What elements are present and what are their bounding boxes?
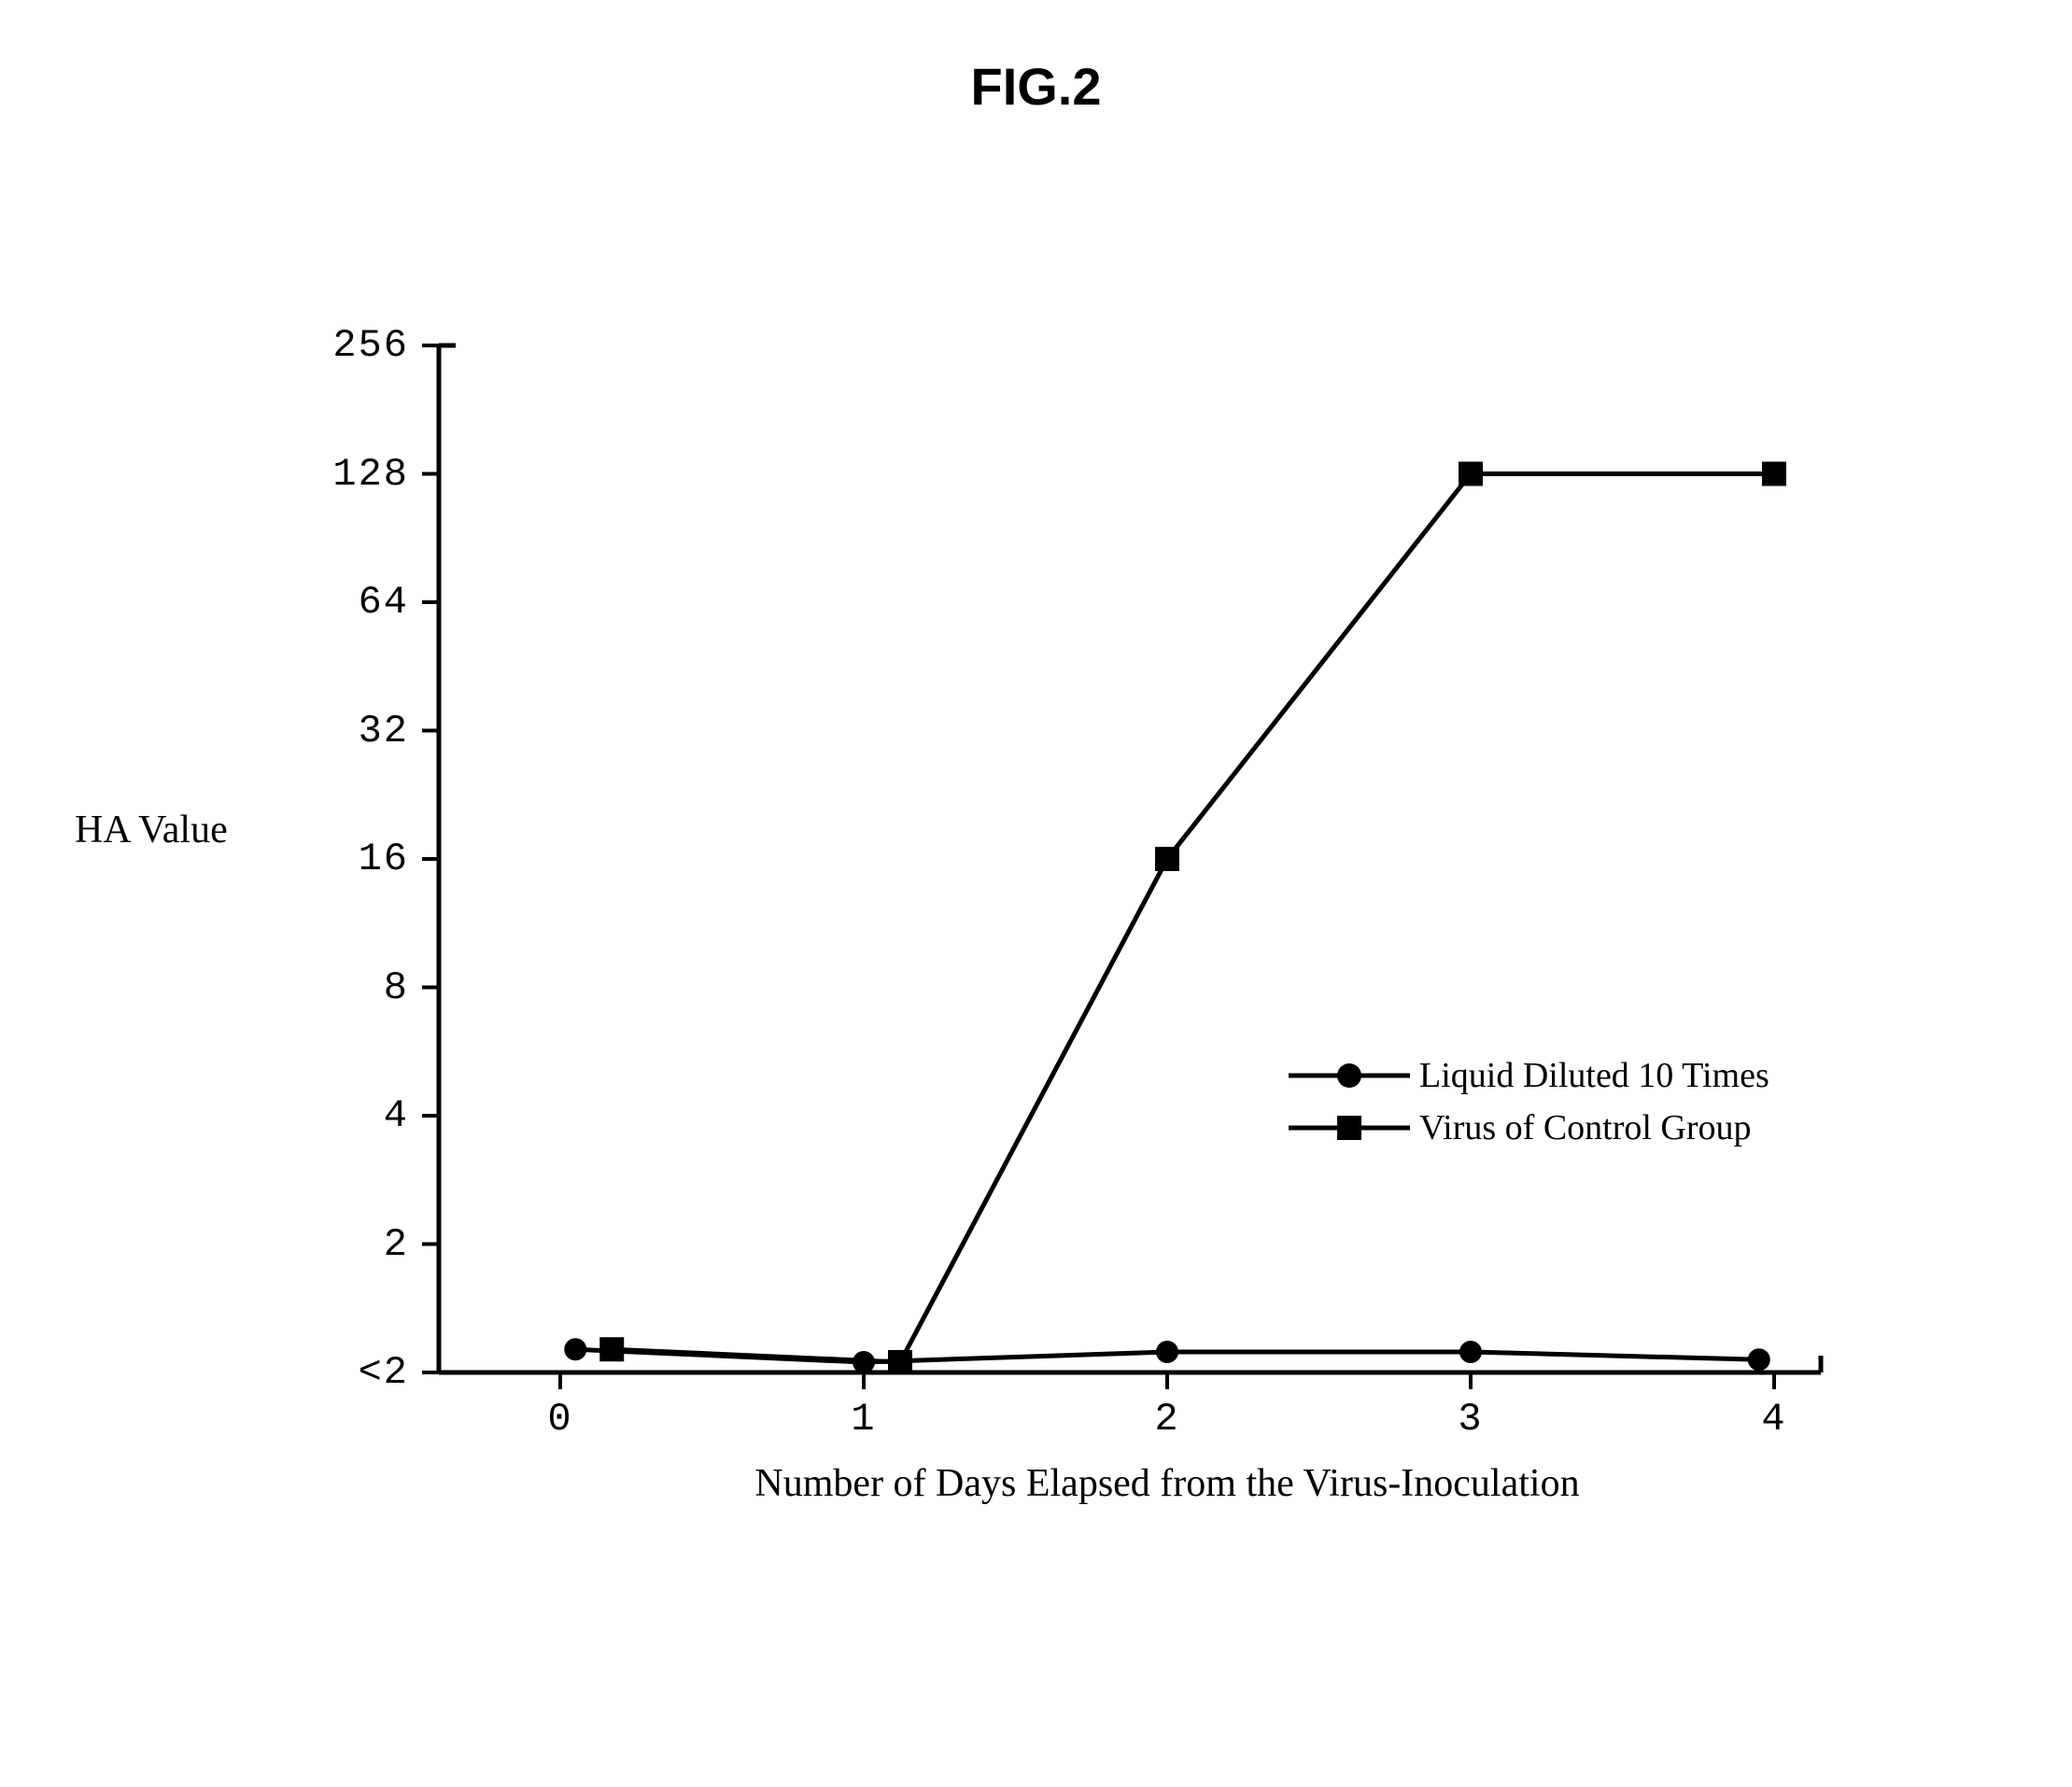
legend-swatch: [1289, 1062, 1410, 1090]
chart-legend: Liquid Diluted 10 Times Virus of Control …: [1289, 1055, 1769, 1160]
x-tick-label: 2: [1154, 1397, 1179, 1442]
y-tick-label: 8: [384, 965, 409, 1010]
x-tick-label: 4: [1761, 1397, 1786, 1442]
x-axis-label: Number of Days Elapsed from the Virus-In…: [754, 1461, 1579, 1506]
y-tick-label: 2: [384, 1222, 409, 1267]
square-marker-icon: [1337, 1116, 1361, 1140]
x-tick-label: 1: [851, 1397, 876, 1442]
y-tick-label: 32: [359, 709, 409, 753]
figure-title: FIG.2: [970, 56, 1101, 117]
legend-label: Liquid Diluted 10 Times: [1419, 1055, 1769, 1096]
y-tick-label: 256: [332, 323, 409, 368]
circle-marker-icon: [1337, 1063, 1361, 1088]
y-axis-label: HA Value: [75, 808, 228, 852]
legend-item: Virus of Control Group: [1289, 1107, 1769, 1148]
x-tick-label: 0: [547, 1397, 572, 1442]
legend-label: Virus of Control Group: [1419, 1107, 1752, 1148]
chart-plot-area: [439, 345, 1821, 1372]
y-tick-label: 64: [359, 580, 409, 625]
y-tick-label: 4: [384, 1093, 409, 1138]
y-tick-label: 128: [332, 452, 409, 497]
legend-swatch: [1289, 1114, 1410, 1142]
x-tick-label: 3: [1458, 1397, 1483, 1442]
legend-item: Liquid Diluted 10 Times: [1289, 1055, 1769, 1096]
chart-svg: [439, 345, 1821, 1372]
y-tick-label: 16: [359, 837, 409, 881]
y-tick-label: <2: [359, 1350, 409, 1395]
